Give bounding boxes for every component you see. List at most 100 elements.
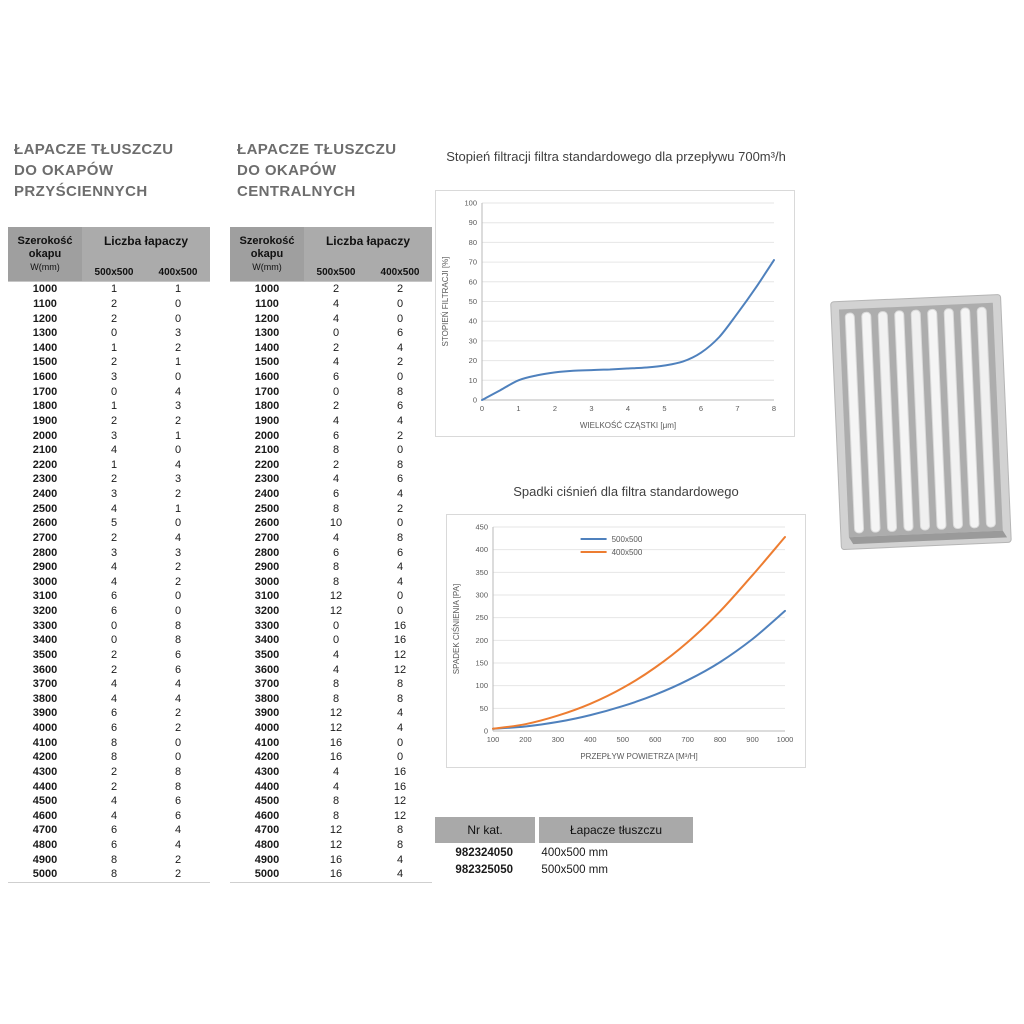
trap-count-value: 4 xyxy=(396,722,404,735)
hood-width-value: 1900 xyxy=(32,414,58,427)
hood-width-value: 4700 xyxy=(32,824,58,837)
trap-count-value: 6 xyxy=(174,795,182,808)
title-line: DO OKAPÓW xyxy=(237,162,337,179)
trap-count-value: 6 xyxy=(332,546,340,559)
trap-count-value: 4 xyxy=(396,853,404,866)
hood-width-value: 3300 xyxy=(32,619,58,632)
header-line: Szerokość xyxy=(239,234,295,247)
table-row: 5000 16 4 xyxy=(230,867,432,882)
trap-count-value: 0 xyxy=(174,605,182,618)
table-row: 2700 4 8 xyxy=(230,531,432,546)
trap-count-value: 4 xyxy=(174,839,182,852)
trap-count-value: 3 xyxy=(110,488,118,501)
trap-count-value: 4 xyxy=(396,488,404,501)
trap-count-value: 12 xyxy=(329,839,343,852)
svg-text:50: 50 xyxy=(480,704,488,713)
trap-count-value: 2 xyxy=(174,575,182,588)
hood-width-value: 4300 xyxy=(254,765,280,778)
trap-count-value: 2 xyxy=(174,561,182,574)
trap-count-value: 4 xyxy=(332,531,340,544)
svg-text:450: 450 xyxy=(475,523,488,532)
hood-width-value: 3800 xyxy=(254,692,280,705)
hood-width-value: 4400 xyxy=(254,780,280,793)
trap-count-value: 8 xyxy=(396,678,404,691)
trap-count-value: 16 xyxy=(329,868,343,881)
header-line: Szerokość xyxy=(17,234,73,247)
trap-count-value: 3 xyxy=(174,327,182,340)
table-row: 4800 12 8 xyxy=(230,838,432,853)
hood-width-value: 2700 xyxy=(32,531,58,544)
trap-count-value: 0 xyxy=(174,312,182,325)
table-row: 4000 6 2 xyxy=(8,721,210,736)
trap-count-value: 1 xyxy=(110,458,118,471)
trap-count-value: 6 xyxy=(174,663,182,676)
trap-count-value: 4 xyxy=(174,385,182,398)
trap-count-value: 8 xyxy=(332,692,340,705)
hood-width-value: 1500 xyxy=(32,356,58,369)
catalog-size: 500x500 mm xyxy=(541,863,608,876)
table-row: 1400 1 2 xyxy=(8,341,210,356)
trap-count-value: 0 xyxy=(110,327,118,340)
central-hood-table-title: ŁAPACZE TŁUSZCZU DO OKAPÓW CENTRALNYCH xyxy=(237,139,396,202)
trap-count-value: 6 xyxy=(110,590,118,603)
trap-count-value: 0 xyxy=(174,297,182,310)
table-row: 4700 6 4 xyxy=(8,823,210,838)
table-row: 1700 0 8 xyxy=(230,384,432,399)
hood-width-value: 2000 xyxy=(32,429,58,442)
table-row: 3500 4 12 xyxy=(230,648,432,663)
svg-text:100: 100 xyxy=(464,199,477,208)
catalog-table: Nr kat. Łapacze tłuszczu 982324050 400x5… xyxy=(435,817,693,877)
subcol-label: 500x500 xyxy=(316,267,356,278)
hood-width-value: 3000 xyxy=(254,575,280,588)
table-row: 3700 8 8 xyxy=(230,677,432,692)
hood-width-value: 3900 xyxy=(254,707,280,720)
trap-count-value: 2 xyxy=(174,722,182,735)
table-row: 3500 2 6 xyxy=(8,648,210,663)
svg-text:40: 40 xyxy=(469,317,477,326)
hood-width-value: 5000 xyxy=(254,868,280,881)
trap-count-value: 8 xyxy=(332,561,340,574)
filtration-chart: 0 10 20 30 40 50 60 70 80 90 100 0 1 2 3 4 5 6 7 8 WIELKOŚĆ … xyxy=(435,190,795,437)
trap-count-value: 0 xyxy=(396,312,404,325)
trap-count-value: 2 xyxy=(174,707,182,720)
trap-count-value: 12 xyxy=(329,590,343,603)
table-row: 2400 6 4 xyxy=(230,487,432,502)
trap-count-value: 1 xyxy=(110,400,118,413)
trap-count-value: 4 xyxy=(396,868,404,881)
trap-count-value: 2 xyxy=(332,400,340,413)
table-header: Szerokość okapu W(mm) Liczba łapaczy 500… xyxy=(230,227,432,282)
table-row: 4600 8 12 xyxy=(230,809,432,824)
hood-width-value: 4400 xyxy=(32,780,58,793)
table-row: 1200 2 0 xyxy=(8,311,210,326)
table-row: 4100 16 0 xyxy=(230,735,432,750)
hood-width-value: 4500 xyxy=(32,795,58,808)
table-row: 4900 8 2 xyxy=(8,852,210,867)
trap-count-value: 2 xyxy=(110,663,118,676)
hood-width-value: 4000 xyxy=(32,722,58,735)
trap-count-value: 0 xyxy=(332,619,340,632)
svg-text:90: 90 xyxy=(469,218,477,227)
hood-width-value: 2800 xyxy=(32,546,58,559)
svg-text:10: 10 xyxy=(469,376,477,385)
trap-count-value: 4 xyxy=(110,502,118,515)
trap-count-value: 6 xyxy=(396,546,404,559)
trap-count-value: 3 xyxy=(110,371,118,384)
trap-count-value: 4 xyxy=(110,561,118,574)
catalog-header: Nr kat. Łapacze tłuszczu xyxy=(435,817,693,843)
table-row: 1100 4 0 xyxy=(230,297,432,312)
table-header: Szerokość okapu W(mm) Liczba łapaczy 500… xyxy=(8,227,210,282)
trap-count-value: 6 xyxy=(110,722,118,735)
hood-width-value: 4600 xyxy=(32,809,58,822)
svg-text:800: 800 xyxy=(714,735,727,744)
trap-count-value: 4 xyxy=(110,575,118,588)
trap-count-value: 4 xyxy=(396,575,404,588)
svg-text:100: 100 xyxy=(487,735,500,744)
table-row: 2800 6 6 xyxy=(230,545,432,560)
table-row: 4700 12 8 xyxy=(230,823,432,838)
table-row: 2100 8 0 xyxy=(230,443,432,458)
table-row: 1000 1 1 xyxy=(8,282,210,297)
trap-count-value: 12 xyxy=(393,809,407,822)
trap-count-value: 16 xyxy=(393,765,407,778)
trap-count-value: 0 xyxy=(396,590,404,603)
hood-width-value: 2900 xyxy=(32,561,58,574)
